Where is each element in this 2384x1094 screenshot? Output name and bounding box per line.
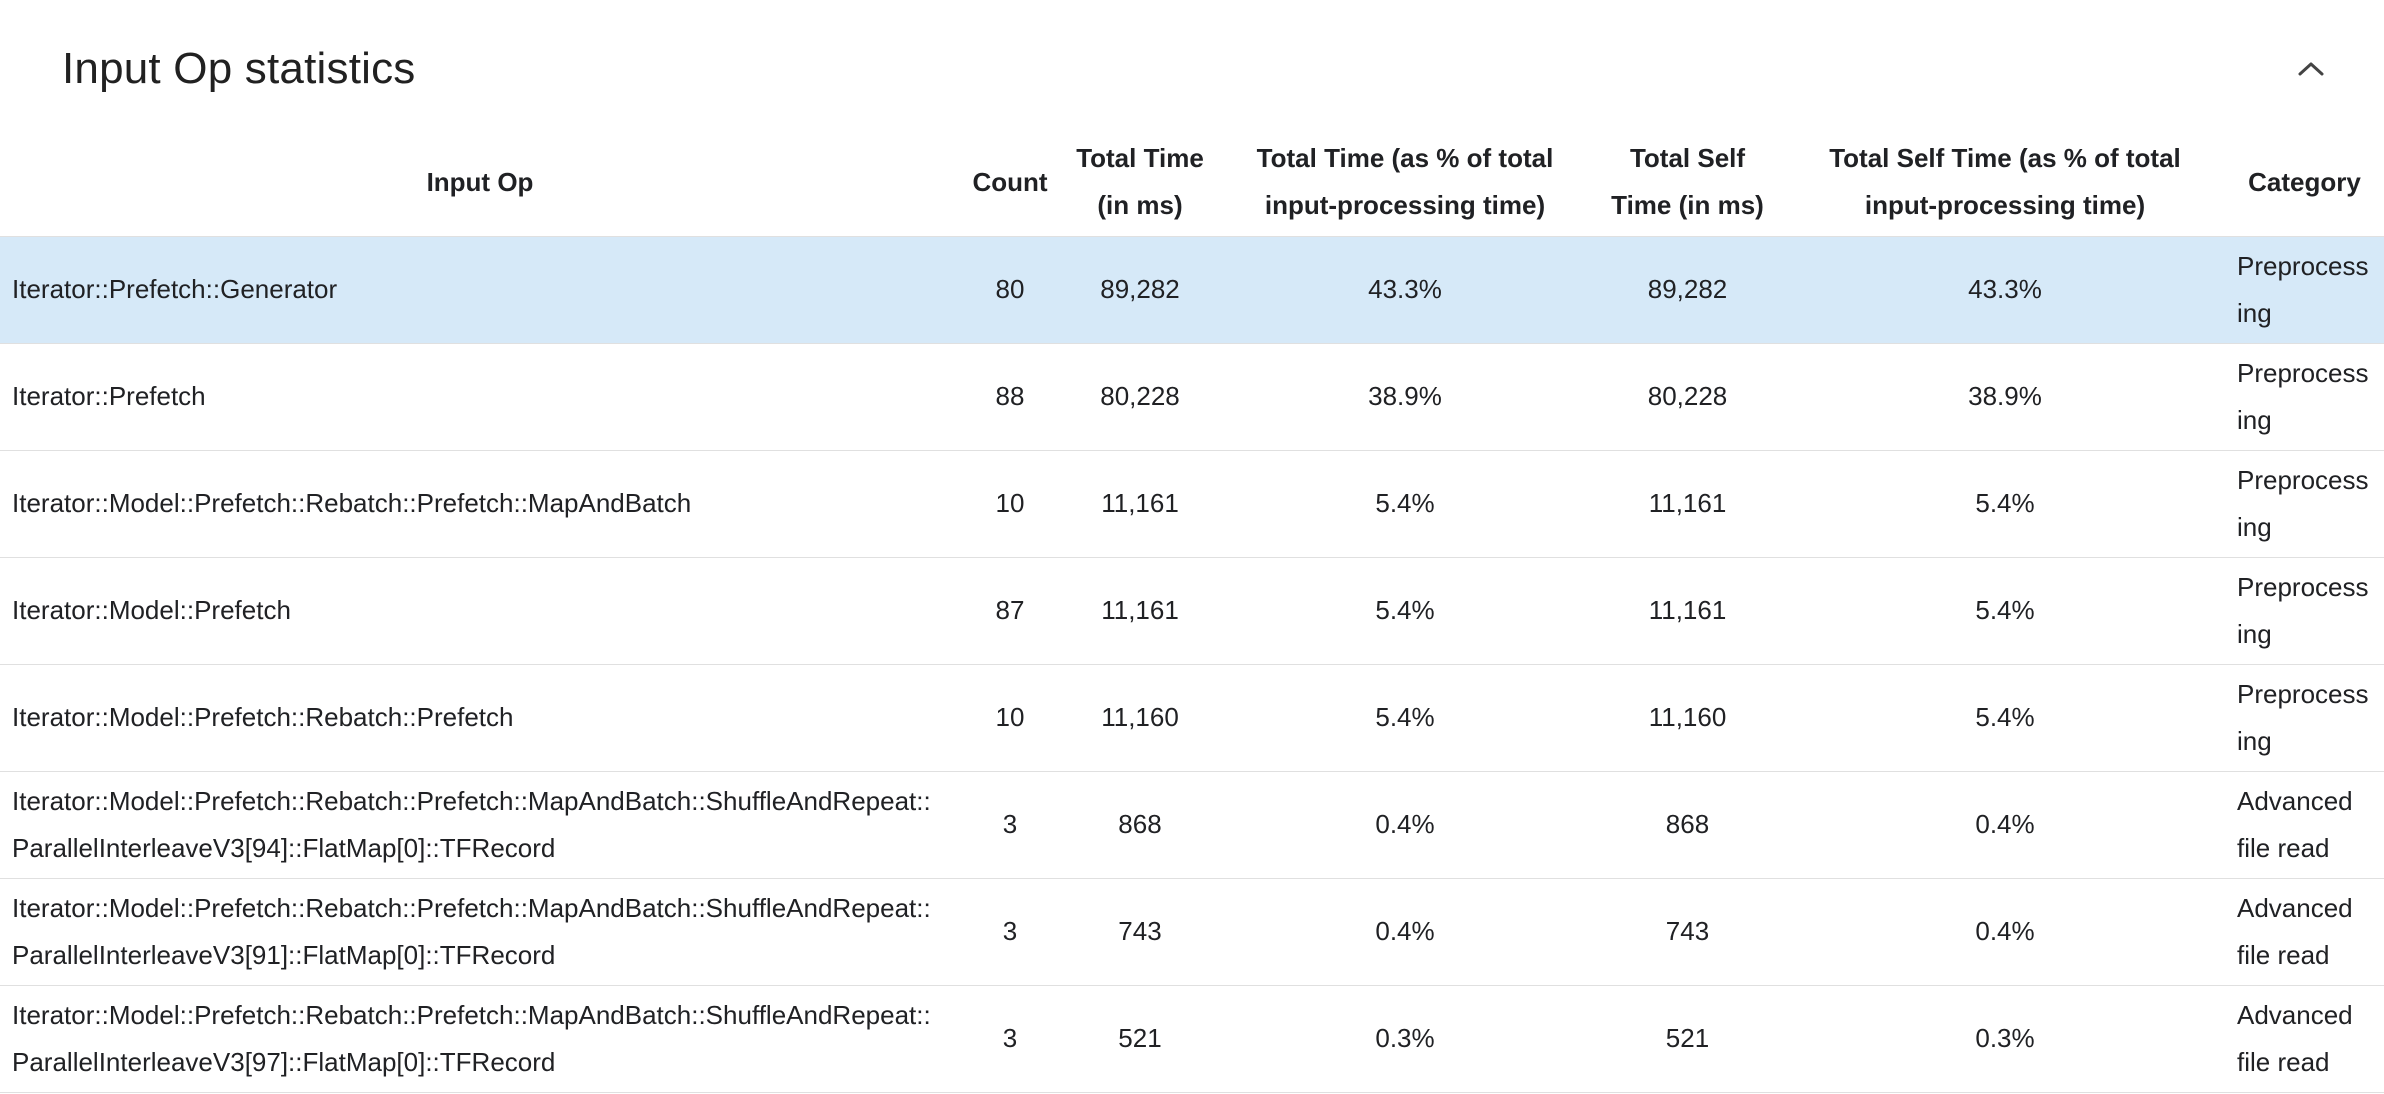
cell-total-self-time: 11,161 xyxy=(1648,488,1727,518)
cell-total-time-pct: 0.3% xyxy=(1375,1023,1435,1053)
cell-total-time-pct: 0.4% xyxy=(1375,809,1435,839)
cell-total-time-pct: 43.3% xyxy=(1368,274,1442,304)
table-row[interactable]: Iterator::Model::Prefetch::Rebatch::Pref… xyxy=(0,878,2384,985)
cell-total-self-time-pct: 0.4% xyxy=(1975,809,2035,839)
cell-category: Advanced file read xyxy=(2237,785,2353,863)
cell-total-self-time: 11,161 xyxy=(1648,595,1727,625)
page-title: Input Op statistics xyxy=(62,43,416,93)
cell-total-time: 11,161 xyxy=(1101,488,1179,518)
cell-total-time: 80,228 xyxy=(1100,381,1180,411)
cell-category: Preprocessing xyxy=(2237,357,2369,435)
cell-total-time-pct: 5.4% xyxy=(1375,488,1435,518)
cell-total-self-time: 521 xyxy=(1665,1023,1710,1053)
cell-input-op: Iterator::Model::Prefetch xyxy=(12,595,291,625)
table-header: Input Op Count Total Time (in ms) Total … xyxy=(0,129,2384,236)
cell-total-time-pct: 5.4% xyxy=(1375,702,1435,732)
cell-input-op: Iterator::Model::Prefetch::Rebatch::Pref… xyxy=(12,702,514,732)
cell-input-op: Iterator::Model::Prefetch::Rebatch::Pref… xyxy=(12,892,931,970)
cell-total-self-time-pct: 5.4% xyxy=(1975,488,2035,518)
cell-category: Advanced file read xyxy=(2237,892,2353,970)
cell-total-self-time: 743 xyxy=(1665,916,1710,946)
table-row[interactable]: Iterator::Model::Prefetch 87 11,161 5.4%… xyxy=(0,557,2384,664)
cell-total-self-time-pct: 5.4% xyxy=(1975,702,2035,732)
col-header-total-self-time-pct: Total Self Time (as % of total input-pro… xyxy=(1829,143,2181,221)
cell-input-op: Iterator::Prefetch xyxy=(12,381,206,411)
table-row[interactable]: Iterator::Model::Prefetch::Rebatch::Pref… xyxy=(0,985,2384,1092)
cell-count: 87 xyxy=(995,595,1025,625)
cell-count: 10 xyxy=(995,488,1025,518)
cell-total-time: 89,282 xyxy=(1100,274,1180,304)
cell-category: Preprocessing xyxy=(2237,250,2369,328)
cell-total-self-time: 89,282 xyxy=(1647,274,1728,304)
table-row[interactable]: Iterator::Model::Prefetch::Rebatch::Pref… xyxy=(0,450,2384,557)
collapse-button[interactable] xyxy=(2290,53,2332,85)
cell-total-self-time: 868 xyxy=(1665,809,1710,839)
cell-total-self-time-pct: 5.4% xyxy=(1975,595,2035,625)
cell-total-time: 11,161 xyxy=(1101,595,1179,625)
cell-input-op: Iterator::Model::Prefetch::Rebatch::Pref… xyxy=(12,999,931,1077)
cell-total-time: 743 xyxy=(1118,916,1162,946)
cell-category: Preprocessing xyxy=(2237,571,2369,649)
cell-total-time: 868 xyxy=(1118,809,1162,839)
cell-count: 3 xyxy=(1002,809,1018,839)
input-op-table: Input Op Count Total Time (in ms) Total … xyxy=(0,129,2384,1093)
cell-count: 3 xyxy=(1002,916,1018,946)
table-row[interactable]: Iterator::Prefetch 88 80,228 38.9% 80,22… xyxy=(0,343,2384,450)
cell-total-time: 521 xyxy=(1118,1023,1162,1053)
cell-category: Preprocessing xyxy=(2237,678,2369,756)
col-header-total-time: Total Time (in ms) xyxy=(1076,143,1204,221)
header-row: Input Op Count Total Time (in ms) Total … xyxy=(0,129,2384,236)
cell-input-op: Iterator::Prefetch::Generator xyxy=(12,274,338,304)
table-row[interactable]: Iterator::Model::Prefetch::Rebatch::Pref… xyxy=(0,664,2384,771)
cell-total-self-time-pct: 0.3% xyxy=(1975,1023,2035,1053)
cell-count: 3 xyxy=(1002,1023,1018,1053)
cell-total-self-time-pct: 0.4% xyxy=(1975,916,2035,946)
cell-total-self-time: 80,228 xyxy=(1647,381,1728,411)
cell-total-time: 11,160 xyxy=(1101,702,1179,732)
cell-category: Advanced file read xyxy=(2237,999,2353,1077)
col-header-total-self-time: Total Self Time (in ms) xyxy=(1611,143,1764,221)
cell-total-time-pct: 5.4% xyxy=(1375,595,1435,625)
col-header-count: Count xyxy=(972,166,1048,197)
cell-total-self-time-pct: 38.9% xyxy=(1968,381,2042,411)
table-row[interactable]: Iterator::Model::Prefetch::Rebatch::Pref… xyxy=(0,771,2384,878)
cell-category: Preprocessing xyxy=(2237,464,2369,542)
cell-count: 88 xyxy=(995,381,1025,411)
cell-count: 10 xyxy=(995,702,1025,732)
col-header-input-op: Input Op xyxy=(426,166,534,197)
col-header-category: Category xyxy=(2248,166,2361,197)
chevron-up-icon xyxy=(2298,62,2324,75)
cell-input-op: Iterator::Model::Prefetch::Rebatch::Pref… xyxy=(12,785,931,863)
cell-total-time-pct: 0.4% xyxy=(1375,916,1435,946)
cell-total-time-pct: 38.9% xyxy=(1368,381,1442,411)
table-body: Iterator::Prefetch::Generator 80 89,282 … xyxy=(0,236,2384,1092)
cell-count: 80 xyxy=(995,274,1025,304)
cell-total-self-time: 11,160 xyxy=(1648,702,1727,732)
col-header-total-time-pct: Total Time (as % of total input-processi… xyxy=(1256,143,1554,221)
cell-total-self-time-pct: 43.3% xyxy=(1968,274,2042,304)
table-row[interactable]: Iterator::Prefetch::Generator 80 89,282 … xyxy=(0,236,2384,343)
cell-input-op: Iterator::Model::Prefetch::Rebatch::Pref… xyxy=(12,488,692,518)
panel-header: Input Op statistics xyxy=(0,0,2384,129)
